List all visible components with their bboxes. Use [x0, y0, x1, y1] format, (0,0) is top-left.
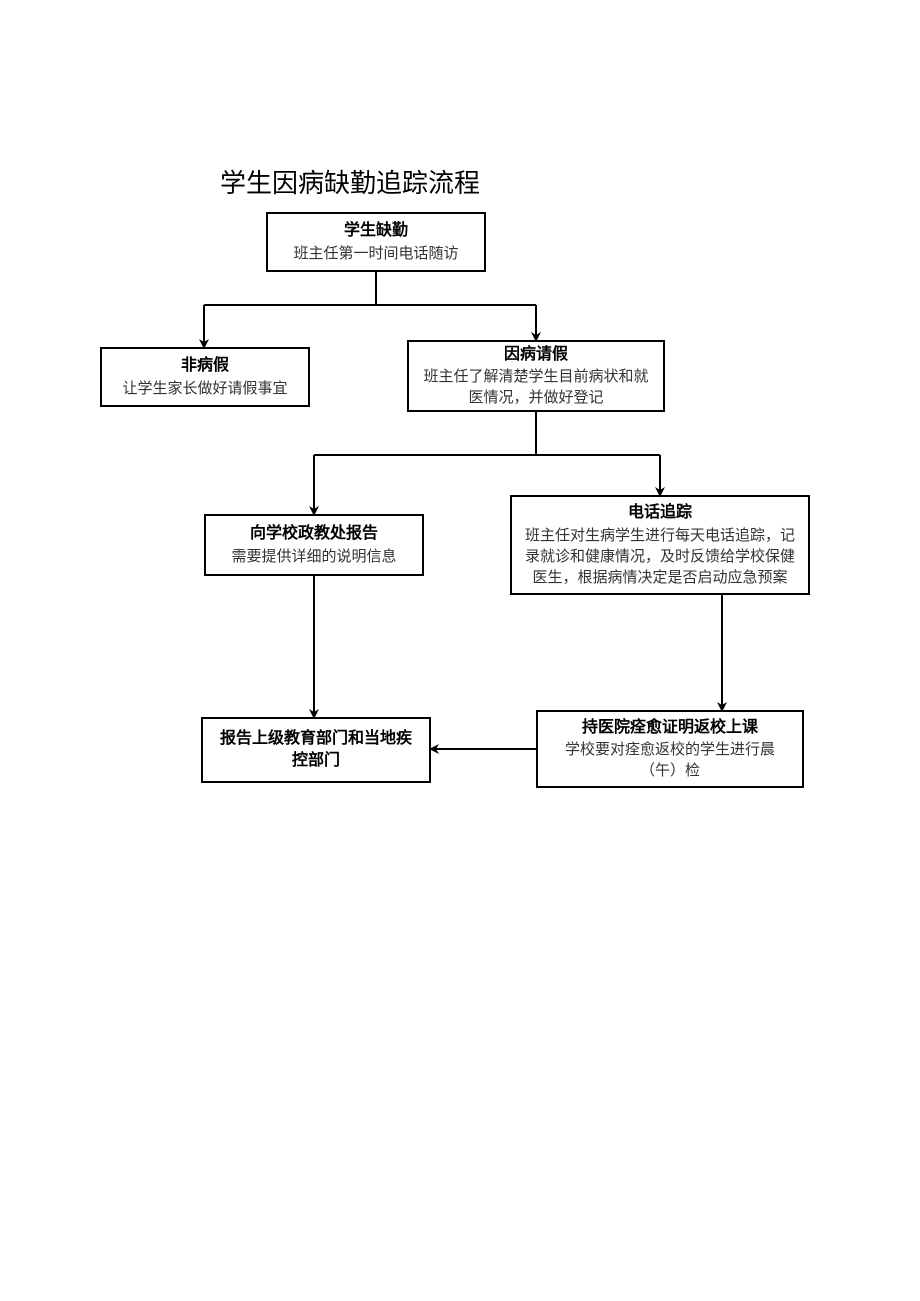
node-title: 报告上级教育部门和当地疾控部门 — [215, 728, 417, 773]
node-n5: 电话追踪班主任对生病学生进行每天电话追踪，记录就诊和健康情况，及时反馈给学校保健… — [510, 495, 810, 595]
node-desc: 班主任了解清楚学生目前病状和就医情况，并做好登记 — [421, 366, 651, 408]
chart-title: 学生因病缺勤追踪流程 — [220, 163, 480, 200]
node-n2: 非病假让学生家长做好请假事宜 — [100, 347, 310, 407]
node-n4: 向学校政教处报告需要提供详细的说明信息 — [204, 514, 424, 576]
node-n1: 学生缺勤班主任第一时间电话随访 — [266, 212, 486, 272]
node-desc: 需要提供详细的说明信息 — [231, 546, 396, 567]
node-title: 学生缺勤 — [344, 220, 408, 242]
node-desc: 班主任第一时间电话随访 — [293, 243, 458, 264]
node-n7: 持医院痊愈证明返校上课学校要对痊愈返校的学生进行晨（午）检 — [536, 710, 804, 788]
node-title: 电话追踪 — [628, 502, 692, 524]
node-title: 持医院痊愈证明返校上课 — [582, 717, 758, 739]
node-n3: 因病请假班主任了解清楚学生目前病状和就医情况，并做好登记 — [407, 340, 665, 412]
node-title: 向学校政教处报告 — [250, 523, 378, 545]
node-title: 因病请假 — [504, 344, 568, 366]
flowchart-canvas: 学生因病缺勤追踪流程 学生缺勤班主任第一时间电话随访非病假让学生家长做好请假事宜… — [0, 0, 920, 1301]
node-desc: 班主任对生病学生进行每天电话追踪，记录就诊和健康情况，及时反馈给学校保健医生，根… — [524, 525, 796, 588]
node-title: 非病假 — [181, 355, 229, 377]
node-n6: 报告上级教育部门和当地疾控部门 — [201, 717, 431, 783]
node-desc: 让学生家长做好请假事宜 — [122, 378, 287, 399]
node-desc: 学校要对痊愈返校的学生进行晨（午）检 — [550, 739, 790, 781]
